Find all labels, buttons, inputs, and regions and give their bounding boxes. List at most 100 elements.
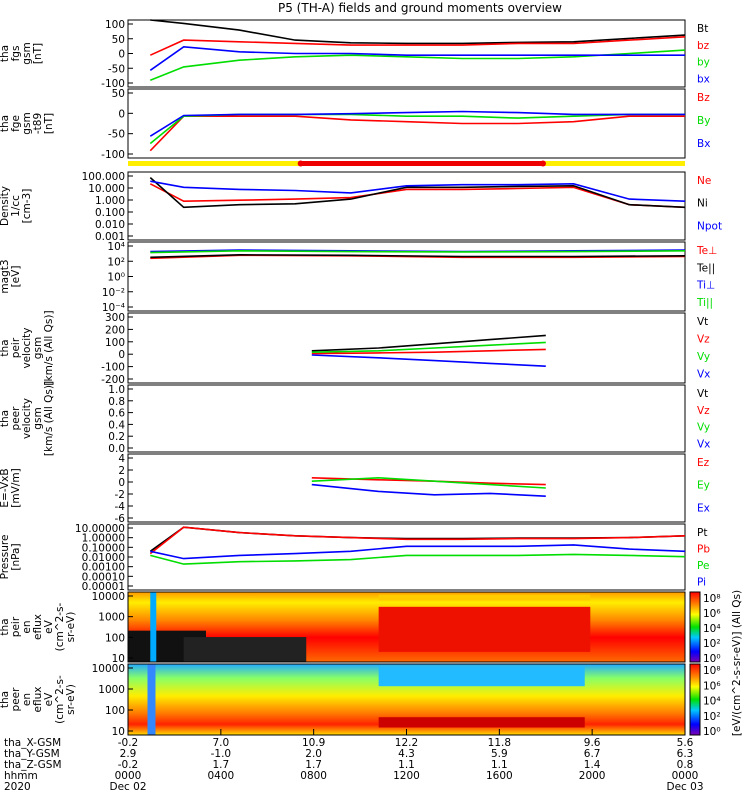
y-axis-label: Pressure bbox=[0, 535, 11, 580]
y-tick-label: 0.8 bbox=[108, 396, 125, 408]
y-tick-label: 100.000 bbox=[82, 171, 125, 183]
y-axis-label: fge bbox=[10, 115, 22, 132]
legend-entry: Vx bbox=[697, 438, 710, 450]
y-tick-label: 10 bbox=[112, 653, 125, 665]
series-pi-line bbox=[150, 544, 686, 560]
y-tick-label: 1000 bbox=[98, 612, 125, 624]
series-pb-line bbox=[149, 526, 686, 555]
legend-entry: Pi bbox=[697, 577, 706, 589]
y-axis-label: gsm bbox=[32, 407, 44, 429]
y-tick-label: 50 bbox=[112, 34, 125, 46]
y-tick-label: 0.10000 bbox=[82, 542, 125, 554]
y-tick-label: 100 bbox=[105, 632, 125, 644]
y-axis-label: [mV/m] bbox=[10, 468, 22, 507]
y-tick-label: -100 bbox=[101, 149, 125, 161]
mode-bar-marker bbox=[297, 160, 304, 167]
x-row-value: Dec 02 bbox=[109, 781, 146, 793]
y-tick-label: 0.0 bbox=[108, 443, 125, 455]
x-row-value: -1.0 bbox=[211, 748, 232, 760]
figure-title: P5 (TH-A) fields and ground moments over… bbox=[278, 1, 562, 15]
y-tick-label: 0.00010 bbox=[82, 571, 125, 583]
y-axis-label: tha bbox=[0, 339, 11, 356]
y-axis-label: eflux bbox=[32, 614, 44, 640]
y-tick-label: 0.6 bbox=[108, 408, 125, 420]
series-ti||-line bbox=[150, 249, 686, 254]
series-vy-line bbox=[311, 341, 546, 353]
x-row-value: 5.6 bbox=[677, 737, 694, 749]
x-row-label: tha_Y-GSM bbox=[4, 748, 60, 760]
x-row-value: 1.4 bbox=[584, 759, 601, 771]
series-te||-line bbox=[150, 253, 686, 259]
colorbar bbox=[689, 663, 701, 736]
legend-entry: Te|| bbox=[696, 262, 715, 274]
ion-spectrogram-band bbox=[378, 606, 591, 652]
series-vx-line bbox=[311, 354, 546, 367]
y-tick-label: 0.2 bbox=[108, 431, 125, 443]
y-tick-label: 4 bbox=[118, 453, 125, 465]
y-axis-label: [cm-3] bbox=[21, 189, 33, 224]
y-axis-label: E=-VxB bbox=[0, 468, 11, 507]
x-row-value: 6.3 bbox=[677, 748, 694, 760]
y-axis-label: sr-eV) bbox=[65, 684, 77, 715]
panel-frame bbox=[127, 591, 686, 663]
y-axis-label: eV bbox=[43, 692, 55, 706]
y-tick-label: 0 bbox=[118, 49, 125, 61]
colorbar bbox=[689, 591, 701, 663]
panel-frame bbox=[127, 171, 686, 241]
y-tick-label: 10000 bbox=[92, 591, 125, 603]
x-row-value: 2000 bbox=[579, 770, 606, 782]
legend-entry: Bz bbox=[697, 92, 710, 104]
colorbar-tick: 10² bbox=[703, 638, 721, 650]
y-tick-label: 2 bbox=[118, 465, 125, 477]
ion-spectrogram-spike bbox=[150, 592, 157, 662]
y-axis-label: (cm^2-s- bbox=[54, 602, 66, 651]
legend-entry: bz bbox=[697, 40, 710, 52]
y-axis-label: 1/cc bbox=[10, 195, 22, 217]
y-axis-label: gsm bbox=[21, 112, 33, 134]
series-vz-line bbox=[311, 348, 546, 355]
y-tick-label: 0.4 bbox=[108, 419, 125, 431]
series-bz-line bbox=[149, 36, 686, 56]
y-axis-label: -t89 bbox=[32, 113, 44, 134]
y-axis-label: en bbox=[21, 620, 33, 633]
y-tick-label: 0.00001 bbox=[82, 581, 125, 593]
y-tick-label: 100 bbox=[105, 705, 125, 717]
y-axis-label: [nT] bbox=[43, 113, 55, 134]
x-row-value: 5.9 bbox=[491, 748, 508, 760]
y-tick-label: 10000 bbox=[92, 663, 125, 675]
y-axis-label: peir bbox=[10, 337, 22, 358]
y-tick-label: 10⁰ bbox=[107, 272, 125, 284]
x-row-label: tha_X-GSM bbox=[4, 737, 61, 749]
x-row-value: 1200 bbox=[393, 770, 420, 782]
panel-frame bbox=[127, 384, 686, 453]
legend-entry: By bbox=[697, 115, 710, 127]
legend-entry: Vy bbox=[697, 351, 710, 363]
colorbar-tick: 10⁶ bbox=[703, 680, 721, 692]
legend-entry: Ti|| bbox=[696, 297, 713, 309]
y-tick-label: 200 bbox=[105, 324, 125, 336]
legend-entry: Bx bbox=[697, 138, 710, 150]
y-tick-label: -50 bbox=[108, 63, 125, 75]
y-tick-label: 1000 bbox=[98, 684, 125, 696]
y-tick-label: -4 bbox=[115, 501, 126, 513]
electron-spectrogram-band bbox=[378, 717, 585, 728]
y-axis-label: magt3 bbox=[0, 259, 11, 293]
y-axis-label: tha bbox=[0, 410, 11, 427]
y-tick-label: 10⁻² bbox=[102, 287, 125, 299]
series-bx-line bbox=[149, 45, 685, 71]
x-row-value: 0000 bbox=[115, 770, 142, 782]
colorbar-tick: 10² bbox=[703, 711, 721, 723]
x-row-label: tha_Z-GSM bbox=[4, 759, 62, 771]
x-row-value: 2.9 bbox=[120, 748, 137, 760]
legend-entry: Ni bbox=[697, 198, 708, 210]
x-row-label: 2020 bbox=[4, 781, 31, 793]
x-row-value: 0000 bbox=[672, 770, 699, 782]
x-row-value: 4.3 bbox=[398, 748, 415, 760]
y-axis-label: peer bbox=[10, 406, 22, 431]
x-row-value: 7.0 bbox=[213, 737, 230, 749]
y-axis-label: [km/s (All Qs)] bbox=[43, 381, 55, 456]
legend-entry: Bt bbox=[697, 23, 708, 35]
y-axis-label: velocity bbox=[21, 398, 33, 439]
colorbar-tick: 10⁶ bbox=[703, 608, 721, 620]
legend-entry: Vz bbox=[697, 334, 710, 346]
